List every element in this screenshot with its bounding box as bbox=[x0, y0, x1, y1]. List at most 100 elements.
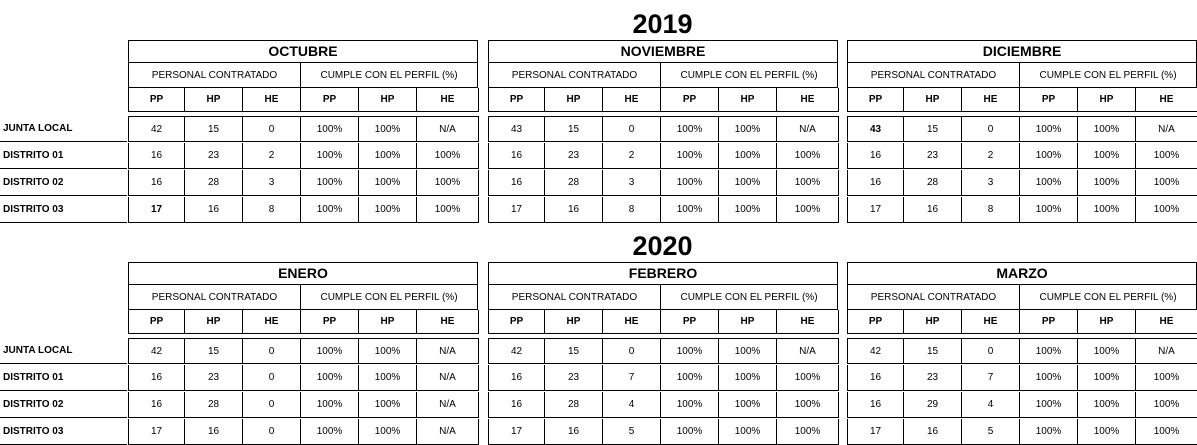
sub-header: HP bbox=[903, 88, 962, 112]
data-cell: 8 bbox=[961, 197, 1020, 223]
data-cell: 100% bbox=[660, 197, 719, 223]
data-cell: 100% bbox=[358, 392, 417, 418]
row-label: DISTRITO 01 bbox=[0, 143, 127, 169]
data-cell: 100% bbox=[300, 143, 359, 169]
data-cell: 100% bbox=[358, 197, 417, 223]
sub-header: HE bbox=[776, 88, 839, 112]
data-cell: 100% bbox=[1019, 143, 1078, 169]
row-label: DISTRITO 03 bbox=[0, 197, 127, 223]
data-cell: 5 bbox=[602, 419, 661, 445]
data-cell: 8 bbox=[242, 197, 301, 223]
data-cell: 28 bbox=[184, 392, 243, 418]
row-label: JUNTA LOCAL bbox=[0, 116, 127, 142]
data-cell: 17 bbox=[488, 419, 545, 445]
data-cell: 100% bbox=[718, 116, 777, 142]
group-header-cumple: CUMPLE CON EL PERFIL (%) bbox=[660, 63, 838, 88]
sub-header: PP bbox=[660, 310, 719, 334]
group-header-contratado: PERSONAL CONTRATADO bbox=[847, 285, 1020, 310]
data-cell: 16 bbox=[847, 365, 904, 391]
data-cell: 2 bbox=[242, 143, 301, 169]
data-cell: 23 bbox=[903, 365, 962, 391]
data-cell: 16 bbox=[128, 365, 185, 391]
data-cell: 100% bbox=[660, 143, 719, 169]
data-cell: 100% bbox=[776, 392, 839, 418]
month-header: ENERO bbox=[128, 262, 478, 285]
data-cell: 100% bbox=[1135, 365, 1197, 391]
data-cell: 100% bbox=[300, 392, 359, 418]
data-cell: 15 bbox=[544, 338, 603, 364]
group-header-contratado: PERSONAL CONTRATADO bbox=[847, 63, 1020, 88]
data-cell: N/A bbox=[776, 338, 839, 364]
year-heading: 2019 bbox=[632, 9, 693, 39]
data-cell: 0 bbox=[242, 116, 301, 142]
sub-header: PP bbox=[488, 310, 545, 334]
row-label: DISTRITO 03 bbox=[0, 419, 127, 445]
data-cell: 100% bbox=[776, 143, 839, 169]
data-cell: 15 bbox=[184, 338, 243, 364]
data-cell: 17 bbox=[847, 197, 904, 223]
data-cell: 100% bbox=[1077, 170, 1136, 196]
data-cell: 100% bbox=[1135, 197, 1197, 223]
data-cell: 100% bbox=[660, 419, 719, 445]
data-cell: 100% bbox=[718, 170, 777, 196]
data-cell: 23 bbox=[544, 365, 603, 391]
sub-header: PP bbox=[488, 88, 545, 112]
data-cell: 100% bbox=[718, 365, 777, 391]
sub-header: PP bbox=[128, 88, 185, 112]
data-cell: 7 bbox=[961, 365, 1020, 391]
data-cell: 16 bbox=[903, 197, 962, 223]
data-cell: 23 bbox=[184, 143, 243, 169]
data-cell: 100% bbox=[416, 197, 479, 223]
data-cell: N/A bbox=[416, 392, 479, 418]
data-cell: 100% bbox=[660, 392, 719, 418]
sub-header: PP bbox=[847, 310, 904, 334]
data-cell: 4 bbox=[961, 392, 1020, 418]
sub-header: PP bbox=[847, 88, 904, 112]
data-cell: 23 bbox=[184, 365, 243, 391]
month-header: NOVIEMBRE bbox=[488, 40, 838, 63]
data-cell: 100% bbox=[1077, 392, 1136, 418]
data-cell: 100% bbox=[1077, 338, 1136, 364]
sub-header: HP bbox=[903, 310, 962, 334]
data-cell: 100% bbox=[718, 419, 777, 445]
data-cell: 16 bbox=[488, 143, 545, 169]
data-cell: 0 bbox=[242, 419, 301, 445]
data-cell: 100% bbox=[416, 143, 479, 169]
data-cell: 16 bbox=[128, 392, 185, 418]
data-cell: 100% bbox=[1077, 365, 1136, 391]
group-header-cumple: CUMPLE CON EL PERFIL (%) bbox=[1019, 285, 1197, 310]
sub-header: HP bbox=[1077, 310, 1136, 334]
data-cell: 100% bbox=[776, 419, 839, 445]
data-cell: 23 bbox=[903, 143, 962, 169]
data-cell: 16 bbox=[903, 419, 962, 445]
data-cell: 17 bbox=[488, 197, 545, 223]
group-header-cumple: CUMPLE CON EL PERFIL (%) bbox=[660, 285, 838, 310]
sub-header: HE bbox=[961, 310, 1020, 334]
data-cell: 100% bbox=[660, 116, 719, 142]
data-cell: 17 bbox=[128, 419, 185, 445]
sub-header: HP bbox=[1077, 88, 1136, 112]
sub-header: HP bbox=[358, 88, 417, 112]
sub-header: HE bbox=[602, 310, 661, 334]
data-cell: 0 bbox=[961, 116, 1020, 142]
data-cell: 100% bbox=[358, 365, 417, 391]
data-cell: 42 bbox=[128, 116, 185, 142]
data-cell: 100% bbox=[300, 116, 359, 142]
data-cell: 100% bbox=[718, 392, 777, 418]
data-cell: 29 bbox=[903, 392, 962, 418]
data-cell: 15 bbox=[903, 338, 962, 364]
row-label: DISTRITO 01 bbox=[0, 365, 127, 391]
sub-header: PP bbox=[128, 310, 185, 334]
sub-header: HP bbox=[544, 310, 603, 334]
group-header-cumple: CUMPLE CON EL PERFIL (%) bbox=[300, 63, 478, 88]
data-cell: 100% bbox=[718, 197, 777, 223]
sub-header: HP bbox=[718, 88, 777, 112]
data-cell: 100% bbox=[660, 338, 719, 364]
data-cell: 2 bbox=[961, 143, 1020, 169]
sub-header: PP bbox=[300, 310, 359, 334]
data-cell: 100% bbox=[300, 365, 359, 391]
sub-header: HE bbox=[1135, 310, 1197, 334]
data-cell: 2 bbox=[602, 143, 661, 169]
data-cell: 28 bbox=[544, 392, 603, 418]
data-cell: 15 bbox=[903, 116, 962, 142]
